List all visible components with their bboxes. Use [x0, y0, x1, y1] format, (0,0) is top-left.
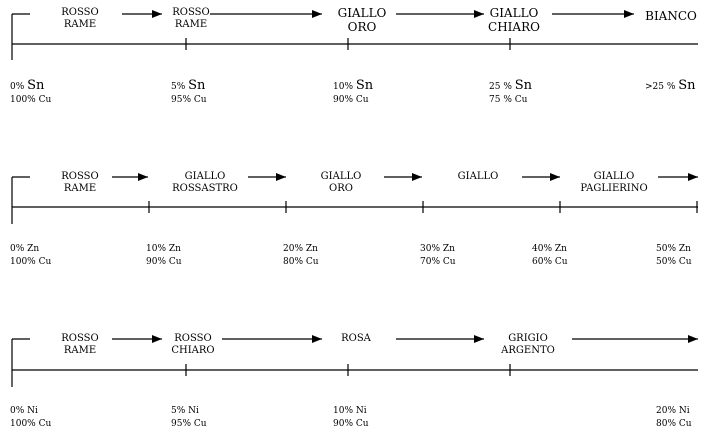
composition-label: 10% Sn 90% Cu [333, 79, 373, 107]
color-line1: ROSSO [61, 333, 99, 344]
alloy-percent: 5% [171, 82, 186, 92]
color-label: ROSSO RAME [61, 333, 98, 357]
alloy-percent: 25 % [489, 82, 512, 92]
color-label: ROSSO RAME [172, 7, 209, 31]
alloy-percent: 10% [333, 82, 354, 92]
composition-label: 10% Zn 90% Cu [146, 243, 182, 269]
alloy-percent: 20% Ni [656, 406, 690, 416]
color-label: GIALLO ROSSASTRO [172, 171, 238, 195]
alloy-percent: >25 % [645, 82, 676, 92]
color-line1: GIALLO [457, 171, 499, 182]
color-line2: ORO [347, 20, 377, 34]
copper-percent: 80% Cu [283, 257, 319, 267]
composition-label: 20% Zn 80% Cu [283, 243, 319, 269]
composition-label: >25 % Sn [645, 79, 696, 94]
composition-label: 40% Zn 60% Cu [532, 243, 568, 269]
alloy-percent: 30% Zn [420, 244, 455, 254]
color-label: GIALLO ORO [321, 171, 362, 195]
composition-label: 5% Ni 95% Cu [171, 405, 207, 431]
composition-label: 5% Sn 95% Cu [171, 79, 207, 107]
alloy-element: Sn [188, 78, 206, 93]
color-line2: PAGLIERINO [580, 183, 648, 194]
color-line2: ORO [329, 183, 353, 194]
color-line2: CHIARO [488, 20, 540, 34]
composition-label: 10% Ni 90% Cu [333, 405, 369, 431]
composition-label: 50% Zn 50% Cu [656, 243, 692, 269]
color-line1: GIALLO [184, 171, 226, 182]
alloy-percent: 20% Zn [283, 244, 318, 254]
copper-percent: 95% Cu [171, 95, 207, 105]
alloy-percent: 0% [10, 82, 25, 92]
row-nickel-graphics [11, 335, 698, 387]
row-zinc-graphics [11, 173, 698, 224]
color-line2: RAME [63, 19, 97, 30]
copper-percent: 50% Cu [656, 257, 692, 267]
composition-label: 20% Ni 80% Cu [656, 405, 692, 431]
alloy-percent: 10% Ni [333, 406, 367, 416]
row-tin-graphics [11, 10, 698, 60]
copper-percent: 80% Cu [656, 419, 692, 429]
alloy-element: Sn [355, 78, 374, 93]
copper-percent: 100% Cu [10, 257, 52, 267]
color-line2: ROSSASTRO [172, 183, 238, 194]
alloy-element: Sn [514, 78, 533, 93]
alloy-percent: 40% Zn [532, 244, 567, 254]
color-line1: ROSA [341, 333, 371, 344]
copper-percent: 70% Cu [420, 257, 456, 267]
color-line1: ROSSO [61, 7, 99, 18]
composition-label: 0% Ni 100% Cu [10, 405, 51, 431]
color-label: GIALLO PAGLIERINO [580, 171, 647, 195]
alloy-element: Sn [27, 78, 45, 93]
color-label: GIALLO CHIARO [488, 6, 540, 34]
color-line1: BIANCO [645, 9, 697, 23]
color-label: BIANCO [645, 9, 697, 23]
alloy-percent: 50% Zn [656, 244, 691, 254]
color-line1: ROSSO [174, 333, 212, 344]
color-label: ROSSO CHIARO [171, 333, 214, 357]
color-line2: RAME [174, 19, 208, 30]
color-label: GRIGIO ARGENTO [501, 333, 555, 357]
color-label: ROSSO RAME [61, 171, 98, 195]
color-line1: GRIGIO [508, 333, 548, 344]
composition-label: 0% Sn 100% Cu [10, 79, 51, 107]
color-label: GIALLO ORO [338, 6, 387, 34]
color-line1: GIALLO [593, 171, 635, 182]
color-label: ROSSO RAME [61, 7, 98, 31]
color-line1: GIALLO [320, 171, 362, 182]
alloy-percent: 5% Ni [171, 406, 199, 416]
copper-percent: 100% Cu [10, 419, 52, 429]
alloy-element: Sn [678, 78, 696, 93]
copper-percent: 90% Cu [333, 419, 369, 429]
alloy-percent: 0% Zn [10, 244, 40, 254]
color-line2: RAME [63, 183, 97, 194]
copper-percent: 95% Cu [171, 419, 207, 429]
color-line2: CHIARO [171, 345, 215, 356]
copper-percent: 75 % Cu [489, 95, 528, 105]
alloy-percent: 10% Zn [146, 244, 181, 254]
copper-percent: 90% Cu [333, 95, 369, 105]
copper-percent: 90% Cu [146, 257, 182, 267]
color-label: GIALLO [458, 171, 499, 183]
color-line1: GIALLO [489, 6, 539, 20]
composition-label: 0% Zn 100% Cu [10, 243, 51, 269]
alloy-percent: 0% Ni [10, 406, 38, 416]
composition-label: 30% Zn 70% Cu [420, 243, 456, 269]
color-line1: ROSSO [61, 171, 99, 182]
color-line2: RAME [63, 345, 97, 356]
copper-percent: 100% Cu [10, 95, 52, 105]
color-label: ROSA [341, 333, 371, 345]
copper-percent: 60% Cu [532, 257, 568, 267]
color-line2: ARGENTO [501, 345, 555, 356]
color-line1: GIALLO [337, 6, 387, 20]
composition-label: 25 % Sn 75 % Cu [489, 79, 532, 107]
color-line1: ROSSO [172, 7, 210, 18]
